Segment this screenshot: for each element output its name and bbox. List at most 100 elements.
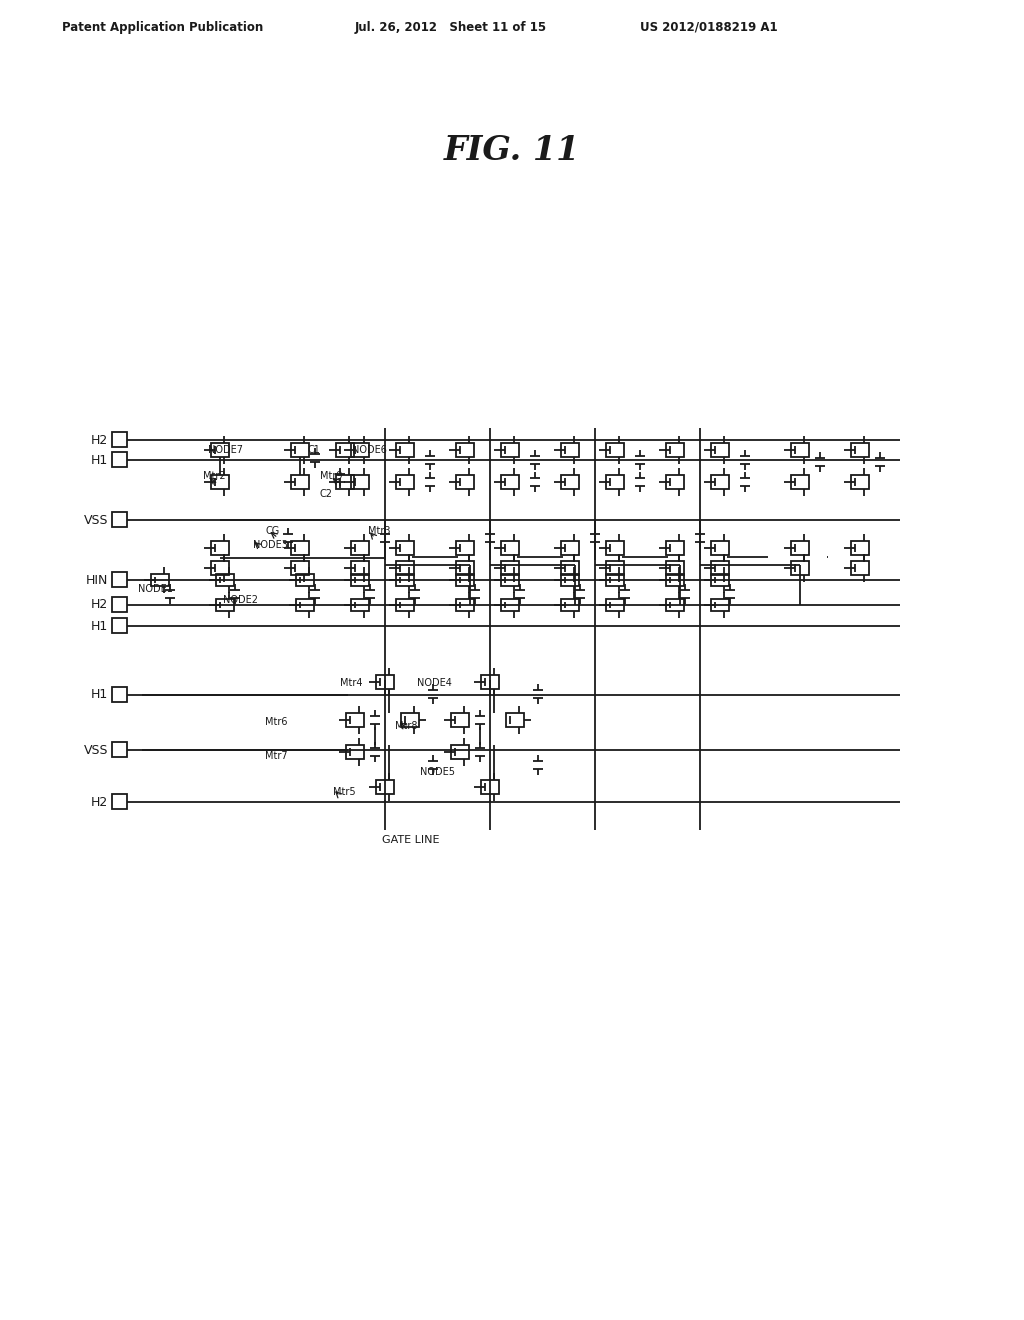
Bar <box>561 599 579 611</box>
Bar <box>456 599 474 611</box>
Bar <box>396 599 414 611</box>
Bar <box>501 475 519 488</box>
Bar <box>561 541 579 554</box>
Bar <box>791 541 809 554</box>
Bar <box>501 599 519 611</box>
Bar <box>606 541 624 554</box>
Bar <box>851 561 869 576</box>
Text: Patent Application Publication: Patent Application Publication <box>62 21 263 33</box>
Bar <box>606 574 624 586</box>
Bar <box>211 444 229 457</box>
Text: US 2012/0188219 A1: US 2012/0188219 A1 <box>640 21 777 33</box>
Bar <box>211 475 229 488</box>
Bar <box>666 574 684 586</box>
Bar <box>456 574 474 586</box>
Bar <box>501 541 519 554</box>
Text: Mtr7: Mtr7 <box>265 751 288 762</box>
Bar <box>396 541 414 554</box>
Text: H2: H2 <box>91 796 108 808</box>
Bar <box>711 561 729 576</box>
Bar <box>506 713 524 727</box>
Text: FIG. 11: FIG. 11 <box>443 133 581 166</box>
Bar <box>296 574 314 586</box>
Bar <box>351 444 369 457</box>
Bar <box>456 475 474 488</box>
Bar <box>711 599 729 611</box>
Text: NODE7: NODE7 <box>208 445 243 455</box>
Bar <box>351 599 369 611</box>
Bar <box>346 713 364 727</box>
Bar <box>151 574 169 586</box>
Bar <box>291 561 309 576</box>
Bar <box>851 541 869 554</box>
Bar <box>666 444 684 457</box>
Bar <box>396 561 414 576</box>
Text: H1: H1 <box>91 619 108 632</box>
Bar <box>376 780 394 795</box>
Bar <box>666 475 684 488</box>
Text: GATE LINE: GATE LINE <box>382 836 439 845</box>
Text: Mtr5: Mtr5 <box>333 787 355 797</box>
Text: NODE2: NODE2 <box>223 595 258 605</box>
Bar <box>561 475 579 488</box>
Bar <box>791 475 809 488</box>
Bar <box>456 541 474 554</box>
Bar <box>481 675 499 689</box>
Bar <box>291 444 309 457</box>
Bar <box>501 561 519 576</box>
Bar <box>561 444 579 457</box>
Bar <box>112 742 127 756</box>
Bar <box>666 561 684 576</box>
Bar <box>396 444 414 457</box>
Text: Jul. 26, 2012   Sheet 11 of 15: Jul. 26, 2012 Sheet 11 of 15 <box>355 21 547 33</box>
Bar <box>351 541 369 554</box>
Bar <box>112 618 127 634</box>
Text: NODE5: NODE5 <box>420 767 455 777</box>
Bar <box>216 599 234 611</box>
Bar <box>711 574 729 586</box>
Text: H2: H2 <box>91 598 108 611</box>
Bar <box>211 541 229 554</box>
Text: NODE3: NODE3 <box>253 540 288 550</box>
Bar <box>666 541 684 554</box>
Bar <box>112 432 127 447</box>
Text: CG: CG <box>265 525 280 536</box>
Text: Mtr9: Mtr9 <box>319 471 342 480</box>
Bar <box>851 475 869 488</box>
Bar <box>351 561 369 576</box>
Bar <box>112 572 127 587</box>
Bar <box>791 444 809 457</box>
Bar <box>606 444 624 457</box>
Bar <box>851 444 869 457</box>
Bar <box>481 780 499 795</box>
Bar <box>346 744 364 759</box>
Text: VSS: VSS <box>84 743 108 756</box>
Bar <box>791 561 809 576</box>
Bar <box>112 686 127 702</box>
Bar <box>351 475 369 488</box>
Text: H1: H1 <box>91 689 108 701</box>
Bar <box>711 475 729 488</box>
Text: Mtr6: Mtr6 <box>265 717 288 727</box>
Text: HIN: HIN <box>86 573 108 586</box>
Bar <box>216 574 234 586</box>
Bar <box>501 574 519 586</box>
Text: C2: C2 <box>319 488 333 499</box>
Bar <box>396 475 414 488</box>
Bar <box>291 475 309 488</box>
Text: Mtr3: Mtr3 <box>368 525 390 536</box>
Bar <box>666 599 684 611</box>
Text: NODE4: NODE4 <box>417 678 452 688</box>
Text: Mtr4: Mtr4 <box>340 678 362 688</box>
Bar <box>396 574 414 586</box>
Bar <box>451 713 469 727</box>
Bar <box>606 475 624 488</box>
Text: H1: H1 <box>91 454 108 466</box>
Bar <box>376 675 394 689</box>
Bar <box>456 444 474 457</box>
Text: NODE6: NODE6 <box>352 445 387 455</box>
Text: H2: H2 <box>91 433 108 446</box>
Text: NODE1: NODE1 <box>138 583 173 594</box>
Bar <box>451 744 469 759</box>
Text: VSS: VSS <box>84 513 108 527</box>
